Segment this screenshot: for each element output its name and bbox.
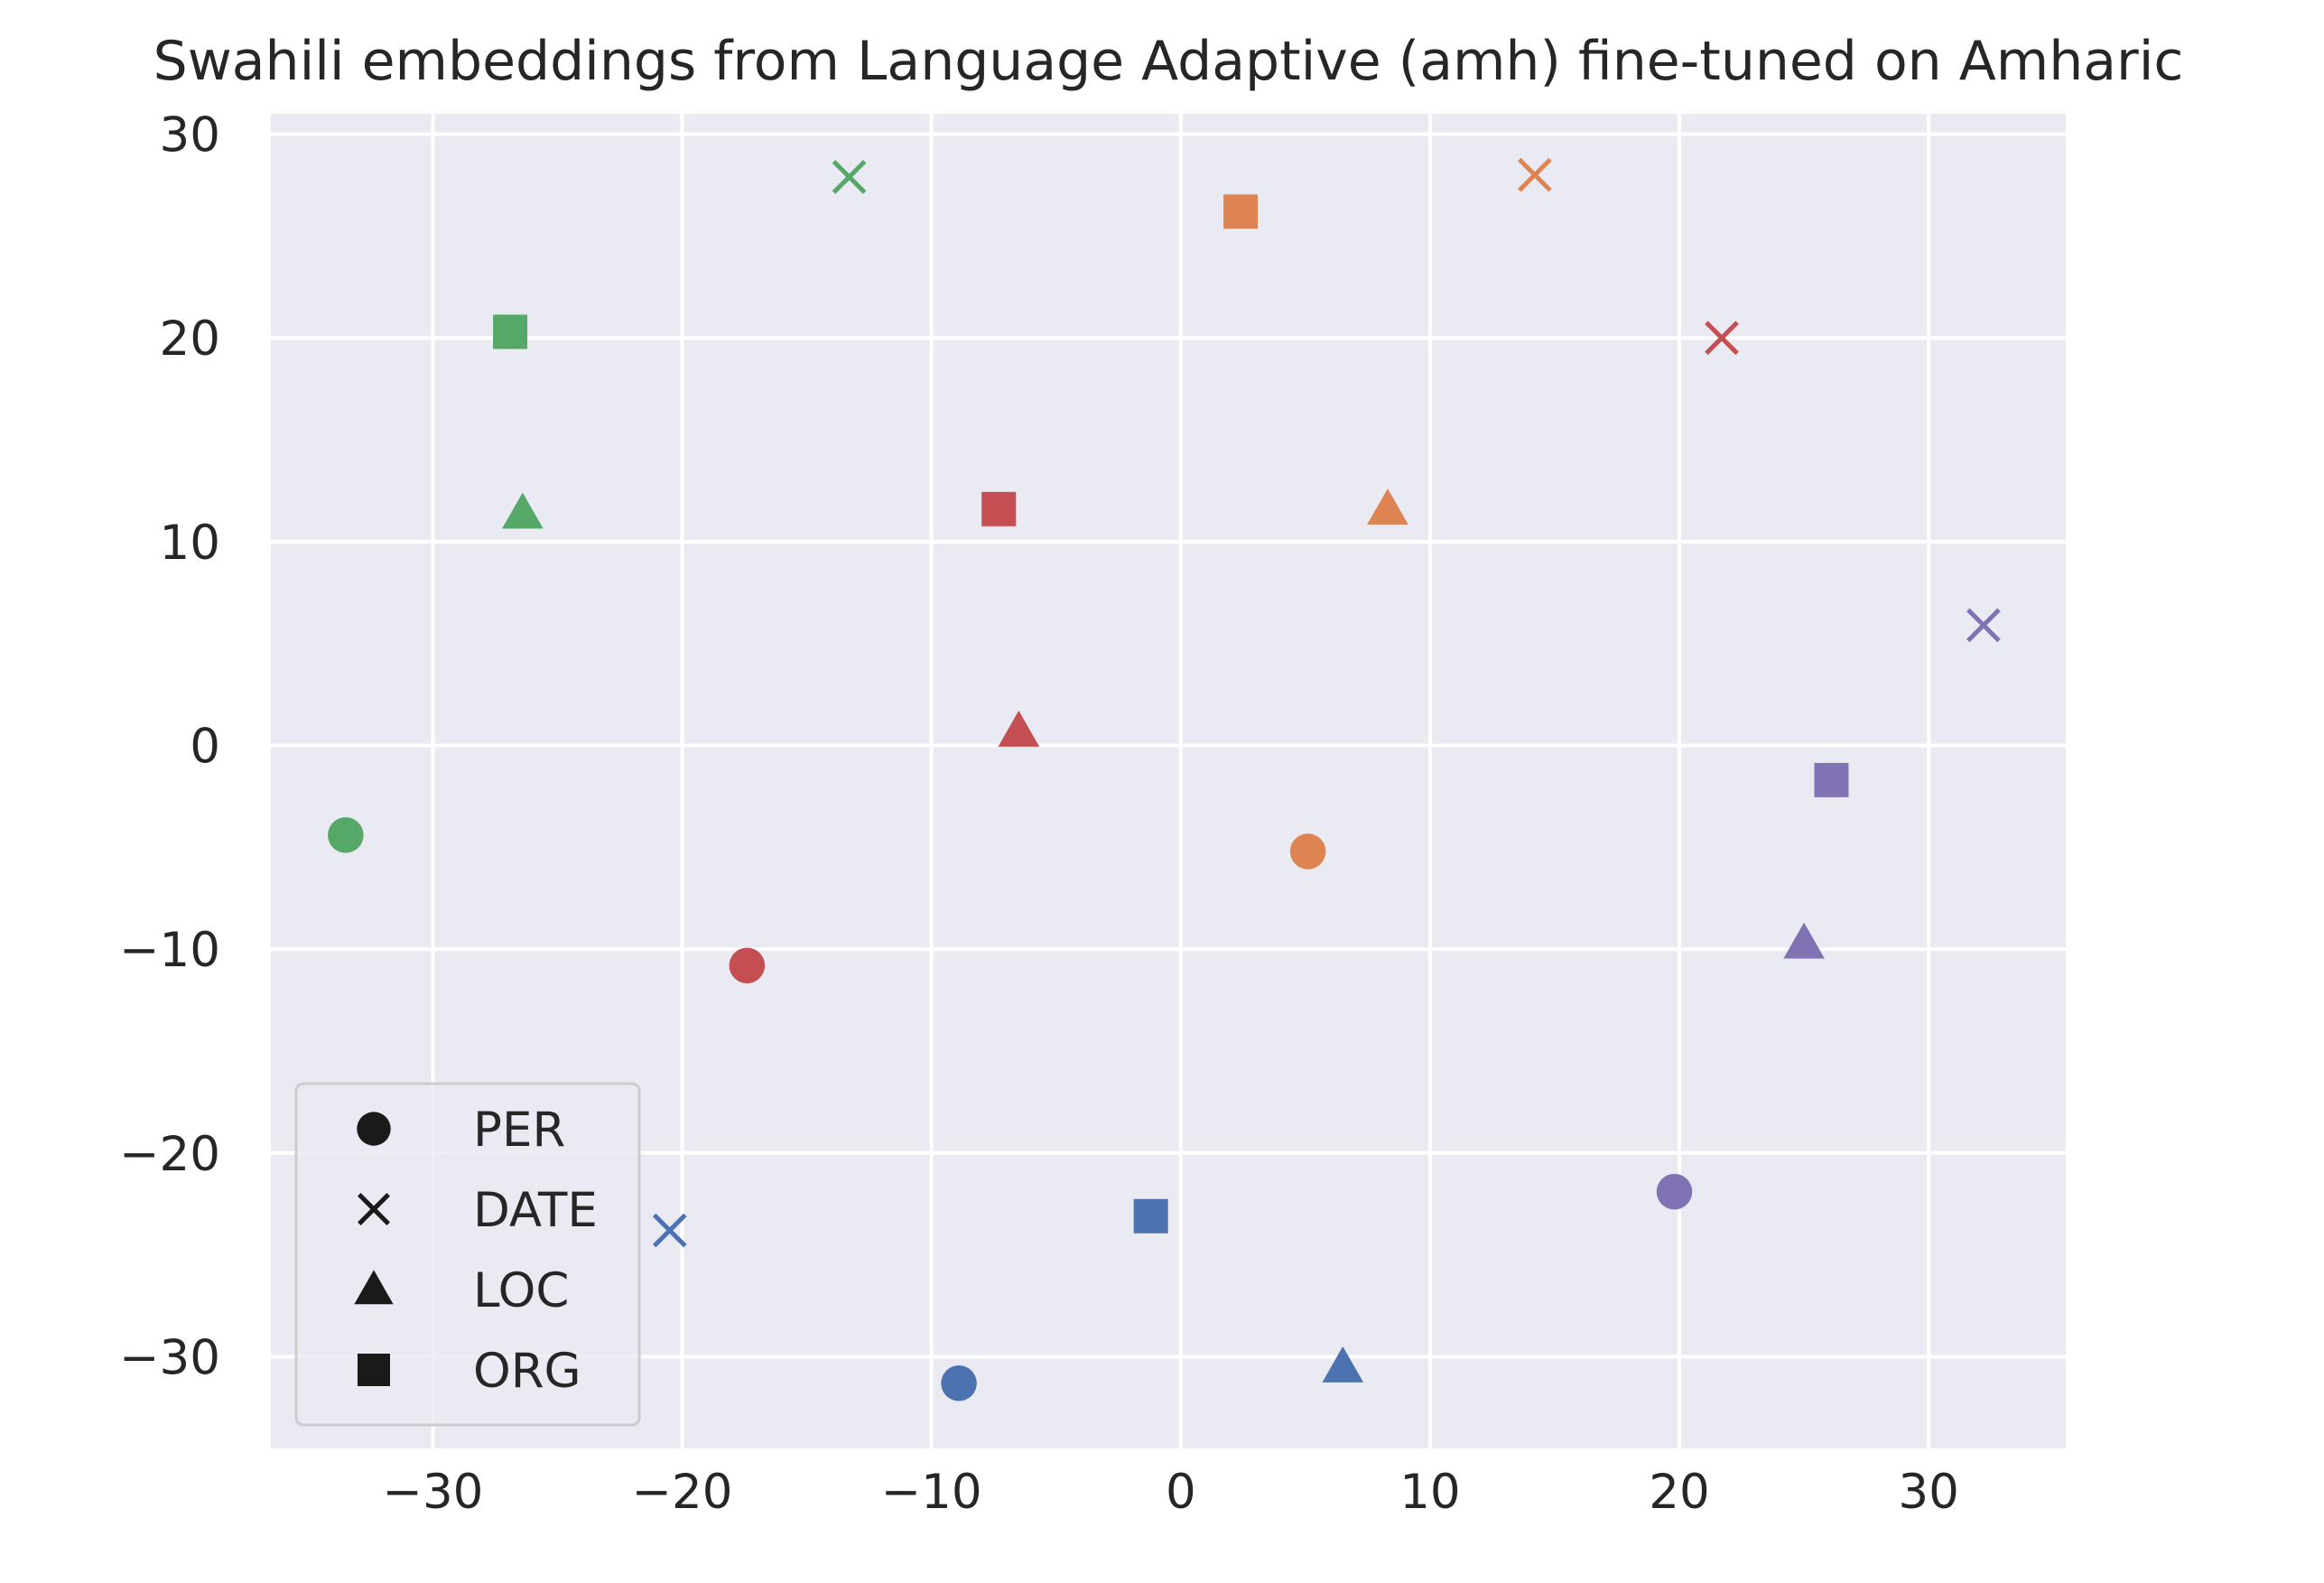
y-tick-label: −20 — [119, 1127, 220, 1182]
x-tick-label: −20 — [632, 1465, 733, 1520]
data-point-x — [1518, 157, 1552, 192]
data-point-x — [832, 160, 867, 194]
legend-label: DATE — [473, 1183, 598, 1238]
y-tick-label: 20 — [160, 312, 220, 367]
chart-title: Swahili embeddings from Language Adaptiv… — [153, 30, 2184, 93]
y-tick-label: 0 — [190, 720, 220, 775]
legend-label: ORG — [473, 1344, 581, 1399]
axis-ticks: −30 −20 −10 0 10 20 30 −30 −20 −10 0 10 20 30 — [119, 108, 1959, 1520]
data-point-triangle — [998, 710, 1040, 747]
data-point-triangle — [1367, 488, 1408, 525]
x-tick-label: −30 — [383, 1465, 484, 1520]
y-tick-label: −30 — [119, 1330, 220, 1385]
data-point-square — [1223, 194, 1259, 229]
y-tick-label: 10 — [160, 516, 220, 571]
data-point-circle — [1656, 1173, 1693, 1210]
x-tick-label: 0 — [1166, 1465, 1196, 1520]
data-point-square — [1814, 762, 1849, 797]
data-point-x — [1705, 321, 1739, 356]
legend-marker-x — [358, 1193, 390, 1225]
data-point-x — [1966, 608, 2001, 643]
y-tick-label: 30 — [160, 108, 220, 163]
data-point-triangle — [1322, 1346, 1364, 1383]
data-point-square — [981, 491, 1017, 526]
x-tick-label: 30 — [1898, 1465, 1958, 1520]
legend: PER DATE LOC ORG — [294, 1082, 641, 1427]
legend-marker-square — [358, 1354, 390, 1386]
data-point-circle — [941, 1365, 977, 1401]
data-point-triangle — [1783, 922, 1825, 959]
data-point-circle — [729, 947, 766, 983]
legend-marker-circle — [357, 1112, 391, 1146]
legend-label: LOC — [473, 1263, 569, 1318]
y-tick-label: −10 — [119, 923, 220, 978]
data-point-circle — [328, 817, 364, 853]
data-point-circle — [1289, 833, 1326, 870]
data-point-triangle — [502, 492, 544, 529]
legend-label: PER — [473, 1103, 565, 1158]
data-points — [328, 157, 2001, 1401]
data-point-x — [652, 1213, 687, 1248]
x-tick-label: 10 — [1399, 1465, 1460, 1520]
data-point-square — [493, 314, 528, 349]
legend-marker-triangle — [354, 1270, 394, 1305]
legend-box — [294, 1082, 641, 1427]
x-tick-label: −10 — [881, 1465, 982, 1520]
x-tick-label: 20 — [1649, 1465, 1709, 1520]
data-point-square — [1133, 1198, 1168, 1234]
